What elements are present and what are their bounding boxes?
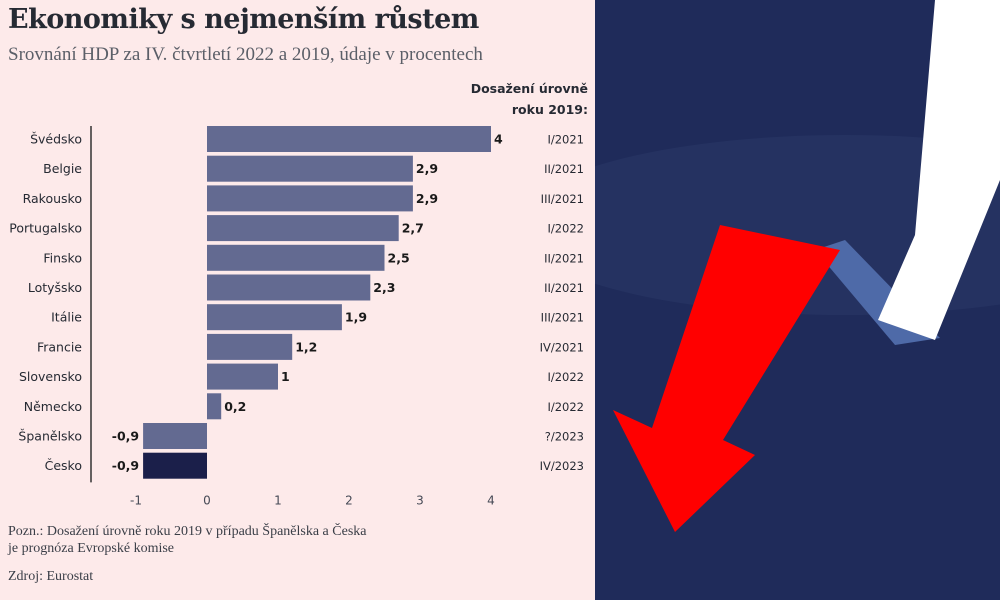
floor-glow — [595, 135, 1000, 315]
x-tick-label: 3 — [416, 493, 424, 507]
recovery-label: IV/2021 — [540, 340, 584, 354]
chart-subtitle: Srovnání HDP za IV. čtvrtletí 2022 a 201… — [8, 44, 483, 65]
category-label: Slovensko — [19, 369, 82, 384]
recovery-label: IV/2023 — [540, 459, 584, 473]
chart-note: Pozn.: Dosažení úrovně roku 2019 v přípa… — [8, 523, 448, 557]
value-label: 2,7 — [402, 221, 424, 236]
category-label: Španělsko — [18, 429, 82, 444]
recovery-header-line1: Dosažení úrovně — [470, 81, 588, 96]
value-label: 1,2 — [295, 339, 317, 354]
bar — [143, 452, 207, 479]
value-label: -0,9 — [112, 429, 139, 444]
white-pointer-shape — [878, 0, 1000, 340]
chart-panel: Ekonomiky s nejmenším růstem Srovnání HD… — [0, 0, 595, 600]
bar-chart: Švédsko 4 I/2021 Belgie 2,9 II/2021 Rakousko 2,… — [9, 126, 584, 507]
red-down-arrow-icon — [613, 225, 840, 532]
value-label: 2,5 — [388, 250, 410, 265]
category-label: Francie — [37, 339, 82, 354]
category-label: Německo — [24, 399, 82, 414]
category-label: Rakousko — [23, 191, 82, 206]
category-label: Belgie — [43, 161, 82, 176]
bar — [207, 215, 399, 242]
recovery-label: II/2021 — [544, 162, 584, 176]
bar — [207, 244, 385, 271]
recovery-label: I/2022 — [547, 370, 584, 384]
note-line-2: je prognóza Evropské komise — [8, 541, 175, 556]
x-tick-label: 4 — [487, 493, 495, 507]
recovery-column-header: Dosažení úrovně roku 2019: — [440, 78, 588, 120]
recovery-label: III/2021 — [541, 192, 584, 206]
chart-source: Zdroj: Eurostat — [8, 569, 94, 584]
chart-title: Ekonomiky s nejmenším růstem — [8, 4, 479, 35]
category-label: Itálie — [51, 310, 82, 325]
bar — [207, 304, 342, 331]
x-tick-label: 2 — [345, 493, 353, 507]
bar — [207, 126, 491, 152]
x-tick-label: 1 — [274, 493, 282, 507]
value-label: 2,9 — [416, 161, 438, 176]
bar — [207, 363, 278, 390]
recovery-label: I/2022 — [547, 222, 584, 236]
bar — [207, 393, 222, 420]
value-label: 0,2 — [224, 399, 246, 414]
bar — [143, 423, 207, 449]
bar — [207, 333, 293, 360]
illustration-svg — [595, 0, 1000, 532]
recovery-label: I/2021 — [547, 133, 584, 147]
bar — [207, 185, 413, 212]
category-label: Lotyšsko — [28, 280, 82, 295]
x-tick-label: -1 — [130, 493, 142, 507]
value-label: 1,9 — [345, 310, 367, 325]
category-label: Švédsko — [30, 132, 82, 147]
category-label: Česko — [45, 458, 82, 473]
bar — [207, 155, 413, 182]
decline-illustration — [595, 0, 1000, 600]
recovery-label: II/2021 — [544, 251, 584, 265]
note-line-1: Pozn.: Dosažení úrovně roku 2019 v přípa… — [8, 524, 367, 539]
x-tick-label: 0 — [203, 493, 211, 507]
category-label: Finsko — [43, 250, 82, 265]
category-label: Portugalsko — [9, 221, 82, 236]
recovery-label: I/2022 — [547, 400, 584, 414]
recovery-label: II/2021 — [544, 281, 584, 295]
recovery-label: ?/2023 — [545, 430, 584, 444]
value-label: 2,9 — [416, 191, 438, 206]
value-label: -0,9 — [112, 458, 139, 473]
recovery-header-line2: roku 2019: — [511, 102, 588, 117]
recovery-label: III/2021 — [541, 311, 584, 325]
value-label: 2,3 — [373, 280, 395, 295]
value-label: 4 — [494, 132, 503, 147]
bar — [207, 274, 371, 301]
value-label: 1 — [281, 369, 290, 384]
